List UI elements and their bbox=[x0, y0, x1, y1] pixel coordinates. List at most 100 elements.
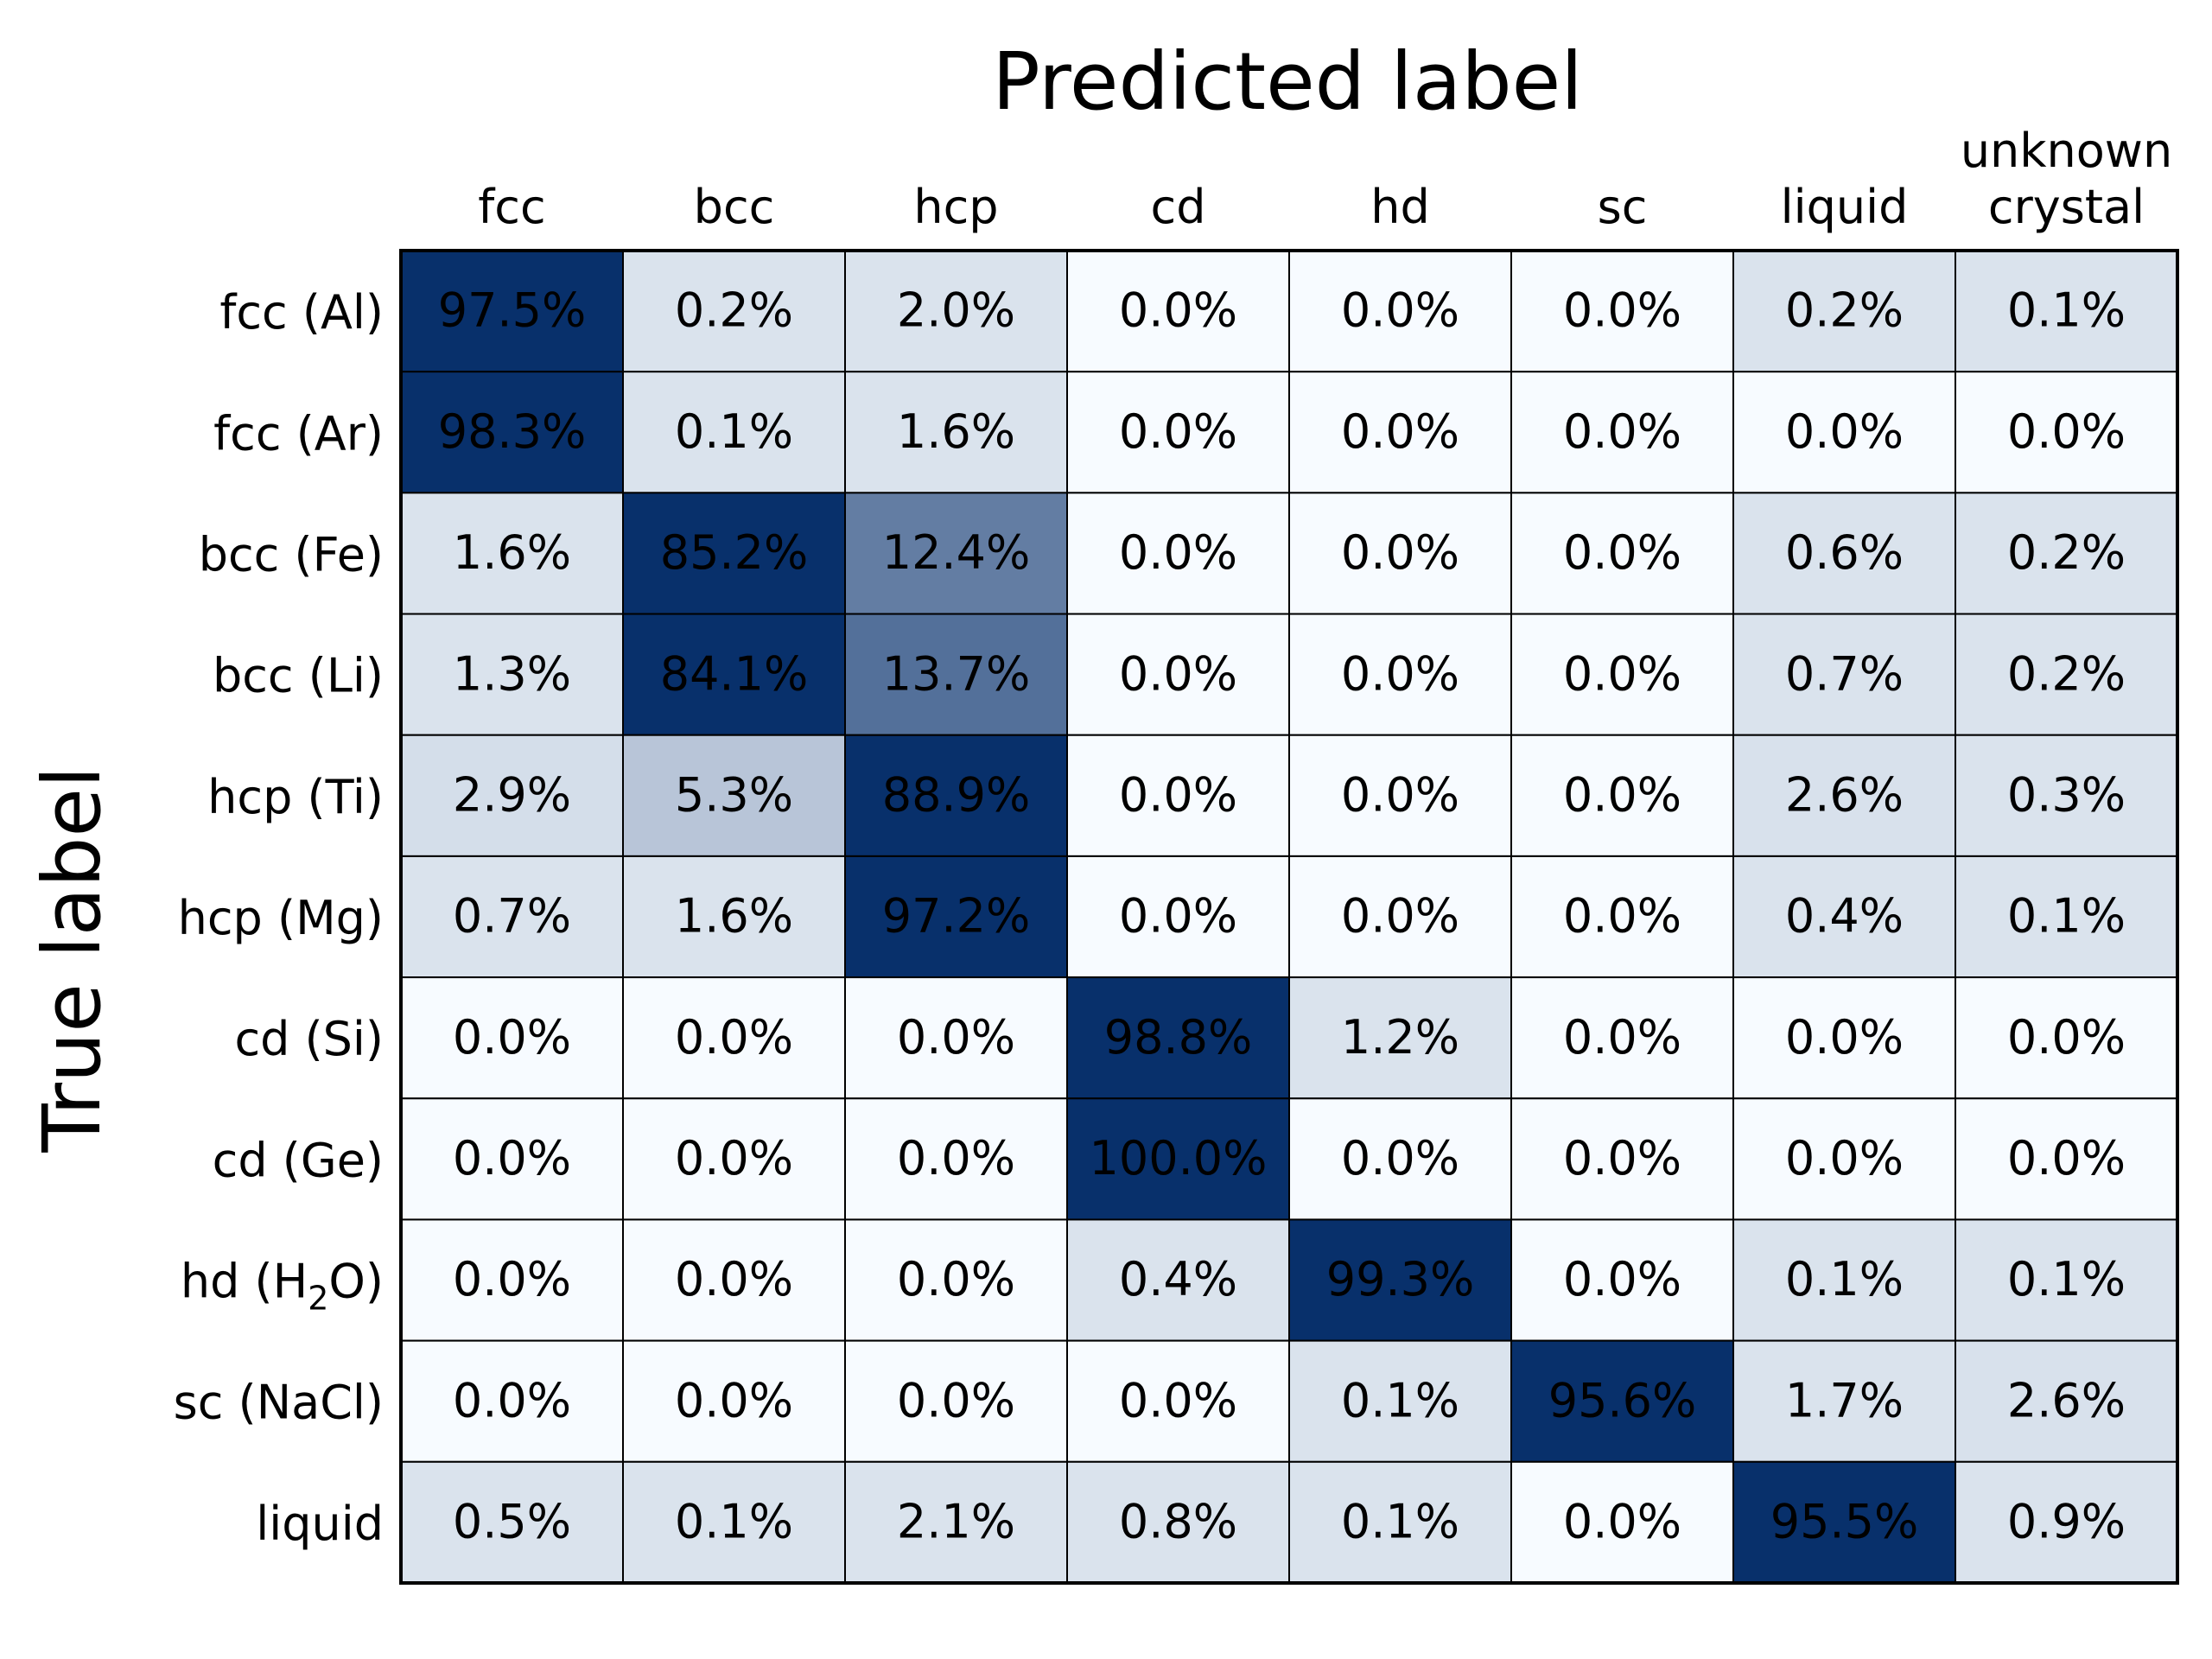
column-label: fcc bbox=[478, 180, 545, 234]
cell-value-label: 1.6% bbox=[675, 889, 793, 944]
row-labels: fcc (Al) fcc (Ar) bcc (Fe) bcc (Li) hcp (Ti)… bbox=[174, 285, 384, 1551]
cell-value-label: 95.6% bbox=[1548, 1373, 1697, 1427]
cell-value-label: 0.0% bbox=[1563, 646, 1681, 701]
heatmap-cell bbox=[1955, 250, 2178, 373]
heatmap-cell bbox=[1955, 855, 2178, 979]
cell-value-label: 0.0% bbox=[1563, 767, 1681, 822]
cell-value-label: 0.1% bbox=[2007, 1252, 2126, 1306]
cell-value-label: 0.0% bbox=[1119, 646, 1237, 701]
heatmap-cell bbox=[1288, 492, 1512, 615]
heatmap-cell bbox=[1066, 492, 1290, 615]
cell-value-label: 1.6% bbox=[897, 404, 1015, 459]
cell-value-label: 1.7% bbox=[1785, 1373, 1904, 1427]
cell-value-label: 0.0% bbox=[1563, 1252, 1681, 1306]
cell-value-label: 0.0% bbox=[897, 1131, 1015, 1185]
cell-value-label: 0.0% bbox=[1785, 1010, 1904, 1065]
heatmap-cell bbox=[1066, 1460, 1290, 1585]
heatmap-cell bbox=[1288, 613, 1512, 736]
cell-value-label: 0.0% bbox=[453, 1252, 571, 1306]
cell-value-label: 2.6% bbox=[1785, 767, 1904, 822]
heatmap-cells bbox=[400, 250, 2178, 1585]
cell-value-label: 0.1% bbox=[1785, 1252, 1904, 1306]
column-label: liquid bbox=[1781, 180, 1909, 234]
cell-value-label: 0.0% bbox=[1341, 404, 1459, 459]
cell-value-label: 0.8% bbox=[1119, 1495, 1237, 1549]
heatmap-cell bbox=[400, 613, 624, 736]
cell-value-label: 0.0% bbox=[1119, 404, 1237, 459]
cell-value-label: 0.9% bbox=[2007, 1495, 2126, 1549]
column-label: cd bbox=[1151, 180, 1206, 234]
cell-value-label: 0.0% bbox=[1119, 283, 1237, 338]
heatmap-cell bbox=[1288, 1460, 1512, 1585]
heatmap-cell bbox=[1288, 371, 1512, 494]
heatmap-cell bbox=[622, 1339, 846, 1463]
cell-value-label: 0.2% bbox=[675, 283, 793, 338]
heatmap-cell bbox=[844, 1339, 1068, 1463]
heatmap-cell bbox=[622, 250, 846, 373]
cell-value-label: 0.1% bbox=[1341, 1495, 1459, 1549]
column-label: sc bbox=[1598, 180, 1648, 234]
cell-value-label: 2.6% bbox=[2007, 1373, 2126, 1427]
cell-value-label: 2.1% bbox=[897, 1495, 1015, 1549]
cell-value-label: 0.0% bbox=[897, 1373, 1015, 1427]
cell-value-label: 0.0% bbox=[1785, 404, 1904, 459]
heatmap-cell bbox=[1510, 855, 1734, 979]
column-label: crystal bbox=[1988, 180, 2145, 234]
row-label: hcp (Mg) bbox=[178, 891, 384, 945]
heatmap-cell bbox=[1732, 1460, 1956, 1585]
heatmap-cell bbox=[1510, 492, 1734, 615]
heatmap-cell bbox=[1732, 1339, 1956, 1463]
heatmap-cell bbox=[1066, 613, 1290, 736]
heatmap-cell bbox=[1510, 734, 1734, 857]
cell-value-label: 98.8% bbox=[1104, 1010, 1253, 1065]
heatmap-cell bbox=[1955, 371, 2178, 494]
heatmap-cell bbox=[1955, 1460, 2178, 1585]
heatmap-cell bbox=[400, 250, 624, 373]
heatmap-cell bbox=[400, 976, 624, 1100]
cell-value-label: 0.0% bbox=[1563, 889, 1681, 944]
cell-value-label: 2.9% bbox=[453, 767, 571, 822]
cell-value-label: 0.0% bbox=[453, 1010, 571, 1065]
heatmap-cell bbox=[844, 613, 1068, 736]
chart-title: Predicted label bbox=[992, 35, 1583, 128]
cell-value-label: 0.7% bbox=[1785, 646, 1904, 701]
cell-value-label: 1.3% bbox=[453, 646, 571, 701]
cell-value-label: 0.0% bbox=[2007, 404, 2126, 459]
column-label: bcc bbox=[694, 180, 775, 234]
cell-value-label: 13.7% bbox=[882, 646, 1031, 701]
cell-value-label: 0.3% bbox=[2007, 767, 2126, 822]
cell-value-label: 0.0% bbox=[2007, 1131, 2126, 1185]
cell-value-label: 0.0% bbox=[1341, 283, 1459, 338]
heatmap-cell bbox=[844, 492, 1068, 615]
cell-value-label: 0.0% bbox=[1563, 1010, 1681, 1065]
heatmap-cell bbox=[1732, 492, 1956, 615]
cell-value-label: 0.0% bbox=[675, 1131, 793, 1185]
heatmap-cell bbox=[622, 1460, 846, 1585]
heatmap-cell bbox=[622, 371, 846, 494]
cell-value-label: 0.2% bbox=[2007, 646, 2126, 701]
heatmap-cell bbox=[1510, 250, 1734, 373]
cell-value-label: 0.0% bbox=[1563, 404, 1681, 459]
heatmap-cell bbox=[844, 1097, 1068, 1221]
row-label: cd (Ge) bbox=[213, 1133, 384, 1187]
heatmap-cell bbox=[400, 492, 624, 615]
heatmap-cell-labels: 97.5% 0.2% 2.0% 0.0% 0.0% 0.0% 0.2% 0.1% 98.3% 0.… bbox=[438, 283, 2126, 1549]
cell-value-label: 2.0% bbox=[897, 283, 1015, 338]
cell-value-label: 0.0% bbox=[1563, 1495, 1681, 1549]
heatmap-cell bbox=[1732, 613, 1956, 736]
column-label: unknown bbox=[1961, 124, 2172, 178]
heatmap-cell bbox=[622, 1218, 846, 1342]
cell-value-label: 0.0% bbox=[453, 1373, 571, 1427]
cell-value-label: 0.0% bbox=[1563, 1131, 1681, 1185]
heatmap-cell bbox=[1955, 734, 2178, 857]
cell-value-label: 98.3% bbox=[438, 404, 587, 459]
heatmap-cell bbox=[1732, 734, 1956, 857]
cell-value-label: 1.6% bbox=[453, 525, 571, 580]
row-label: hcp (Ti) bbox=[207, 770, 384, 824]
heatmap-cell bbox=[1288, 855, 1512, 979]
heatmap-cell bbox=[1510, 1460, 1734, 1585]
cell-value-label: 99.3% bbox=[1326, 1252, 1475, 1306]
heatmap-cell bbox=[1510, 371, 1734, 494]
row-label: fcc (Ar) bbox=[213, 406, 384, 461]
row-label: sc (NaCl) bbox=[174, 1376, 384, 1430]
